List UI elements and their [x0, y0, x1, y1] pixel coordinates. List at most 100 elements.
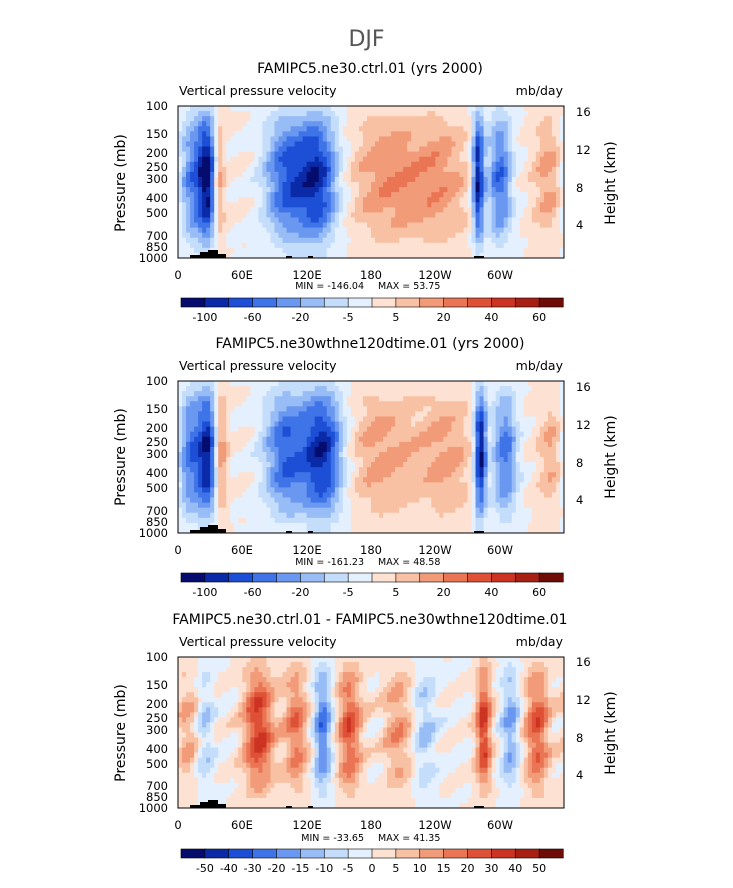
- heatmap-cell: [262, 477, 267, 483]
- heatmap-cell: [326, 391, 332, 397]
- heatmap-cell: [467, 187, 472, 193]
- heatmap-cell: [523, 182, 529, 188]
- heatmap-cell: [443, 396, 448, 402]
- heatmap-cell: [322, 106, 328, 112]
- heatmap-cell: [322, 446, 328, 453]
- heatmap-cell: [238, 411, 243, 417]
- heatmap-cell: [318, 517, 324, 524]
- heatmap-cell: [399, 111, 404, 117]
- heatmap-cell: [471, 237, 476, 244]
- heatmap-cell: [358, 202, 364, 208]
- heatmap-cell: [194, 161, 199, 168]
- heatmap-cell: [423, 207, 428, 213]
- heatmap-cell: [226, 222, 231, 228]
- heatmap-cell: [342, 116, 348, 122]
- heatmap-cell: [423, 401, 428, 407]
- heatmap-cell: [338, 502, 344, 509]
- heatmap-cell: [415, 232, 420, 239]
- heatmap-cell: [218, 182, 223, 188]
- heatmap-cell: [387, 106, 392, 112]
- heatmap-cell: [415, 156, 420, 163]
- heatmap-cell: [282, 212, 287, 218]
- heatmap-cell: [194, 426, 199, 433]
- heatmap-cell: [439, 151, 444, 158]
- heatmap-cell: [543, 166, 549, 173]
- heatmap-cell: [443, 232, 448, 239]
- heatmap-cell: [411, 126, 416, 132]
- heatmap-cell: [423, 136, 428, 142]
- heatmap-cell: [535, 202, 541, 208]
- heatmap-cell: [302, 386, 308, 392]
- heatmap-cell: [334, 411, 340, 417]
- heatmap-cell: [471, 111, 476, 117]
- heatmap-cell: [222, 151, 227, 158]
- heatmap-cell: [451, 182, 456, 188]
- heatmap-cell: [198, 522, 203, 529]
- heatmap-cell: [487, 182, 493, 188]
- heatmap-cell: [226, 472, 231, 478]
- heatmap-cell: [202, 141, 207, 147]
- heatmap-cell: [234, 247, 239, 254]
- heatmap-cell: [310, 462, 316, 468]
- heatmap-cell: [238, 431, 243, 438]
- heatmap-cell: [302, 391, 308, 397]
- heatmap-cell: [294, 131, 300, 137]
- heatmap-cell: [194, 227, 199, 234]
- heatmap-cell: [230, 146, 235, 152]
- heatmap-cell: [226, 146, 231, 152]
- heatmap-cell: [483, 227, 488, 234]
- heatmap-cell: [427, 111, 432, 117]
- heatmap-cell: [186, 502, 191, 509]
- heatmap-cell: [507, 237, 513, 244]
- heatmap-cell: [202, 161, 207, 168]
- heatmap-cell: [298, 477, 304, 483]
- heatmap-cell: [523, 151, 529, 158]
- heatmap-cell: [238, 166, 243, 173]
- heatmap-cell: [298, 522, 304, 529]
- heatmap-cell: [234, 242, 239, 249]
- heatmap-cell: [379, 161, 384, 168]
- heatmap-cell: [527, 222, 533, 228]
- heatmap-cell: [318, 446, 324, 453]
- heatmap-cell: [298, 237, 304, 244]
- heatmap-cell: [302, 462, 308, 468]
- heatmap-cell: [266, 187, 271, 193]
- heatmap-cell: [439, 492, 444, 498]
- heatmap-cell: [346, 197, 352, 203]
- heatmap-cell: [387, 386, 392, 392]
- heatmap-cell: [222, 197, 227, 203]
- heatmap-cell: [358, 457, 364, 463]
- heatmap-cell: [298, 126, 304, 132]
- heatmap-cell: [334, 207, 340, 213]
- heatmap-cell: [483, 106, 488, 112]
- heatmap-cell: [234, 512, 239, 519]
- colorbar-swatch: [491, 297, 516, 308]
- heatmap-cell: [451, 151, 456, 158]
- heatmap-cell: [350, 141, 356, 147]
- heatmap-cell: [274, 497, 279, 503]
- heatmap-cell: [266, 182, 271, 188]
- heatmap-cell: [362, 381, 368, 387]
- heatmap-cell: [471, 197, 476, 203]
- heatmap-cell: [262, 252, 267, 259]
- heatmap-cell: [491, 156, 497, 163]
- heatmap-cell: [371, 381, 376, 387]
- heatmap-cell: [282, 156, 287, 163]
- heatmap-cell: [379, 517, 384, 524]
- heatmap-cell: [350, 176, 356, 183]
- heatmap-cell: [314, 507, 320, 514]
- heatmap-cell: [214, 507, 219, 514]
- heatmap-cell: [403, 381, 408, 387]
- heatmap-cell: [318, 457, 324, 463]
- heatmap-cell: [186, 161, 191, 168]
- heatmap-cell: [395, 247, 400, 254]
- heatmap-cell: [415, 396, 420, 402]
- heatmap-cell: [258, 396, 263, 402]
- heatmap-cell: [206, 517, 211, 524]
- heatmap-cell: [230, 192, 235, 198]
- heatmap-cell: [326, 507, 332, 514]
- heatmap-cell: [431, 512, 436, 519]
- heatmap-cell: [198, 106, 203, 112]
- heatmap-cell: [214, 166, 219, 173]
- heatmap-cell: [290, 406, 295, 412]
